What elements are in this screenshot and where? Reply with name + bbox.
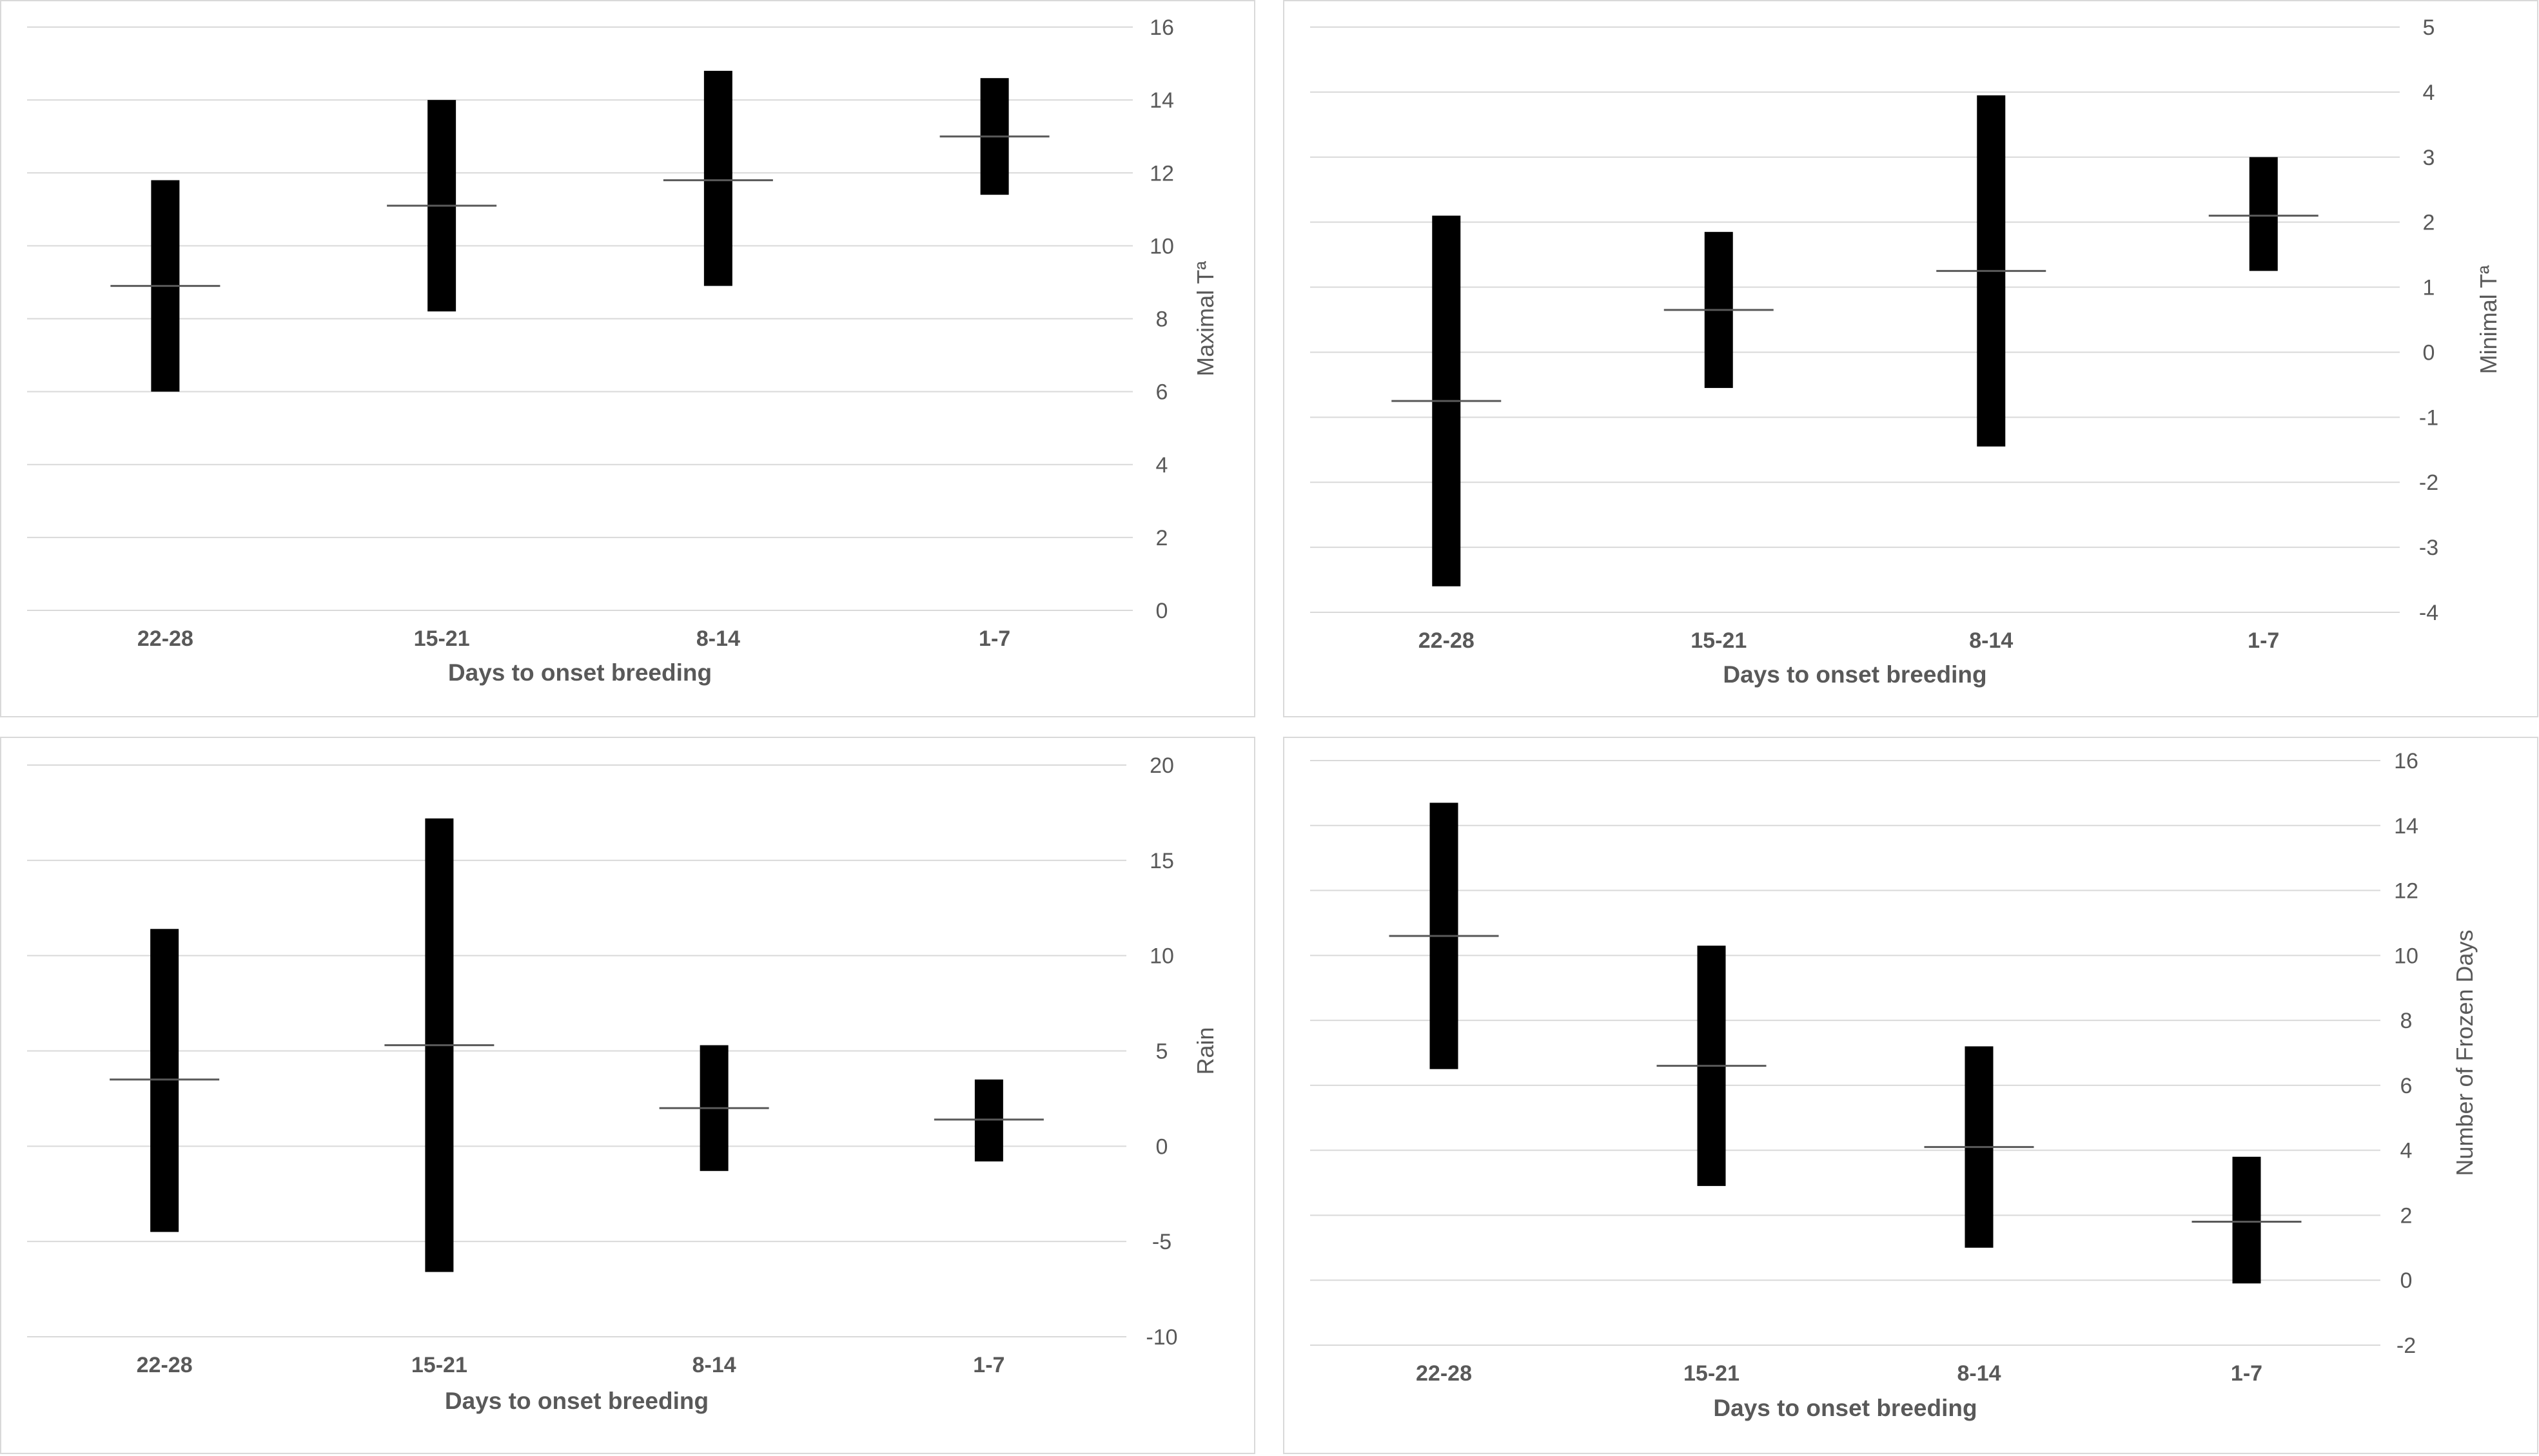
y-tick-label: 4 xyxy=(2400,1139,2413,1163)
x-category-label: 1-7 xyxy=(2248,628,2279,653)
y-tick-label: 2 xyxy=(1156,526,1168,550)
x-category-label: 8-14 xyxy=(1957,1361,2001,1386)
y-tick-label: -2 xyxy=(2397,1334,2416,1358)
y-tick-label: 14 xyxy=(1150,88,1174,113)
x-category-label: 22-28 xyxy=(137,1353,193,1377)
chart-svg: -2 0 2 4 6 8 10 12 14 16 22-28 15-21 8-14 1-7 Days to … xyxy=(1310,749,2478,1421)
x-category-label: 15-21 xyxy=(1691,628,1747,653)
y-tick-label: -4 xyxy=(2419,601,2438,625)
y-tick-label: -5 xyxy=(1152,1230,1171,1254)
y-tick-label: 0 xyxy=(2400,1268,2413,1293)
x-axis-title: Days to onset breeding xyxy=(1713,1395,1977,1421)
range-bar xyxy=(2232,1156,2261,1284)
x-category-label: 8-14 xyxy=(1969,628,2013,653)
y-tick-label: 5 xyxy=(1156,1040,1168,1064)
chart-panel-minimal-temperature: -4 -3 -2 -1 0 1 2 3 4 5 22-28 15-21 8-14 1-7 Days to o… xyxy=(1283,0,2538,717)
chart-svg: -10 -5 0 5 10 15 20 22-28 15-21 8-14 1-7 Days to on… xyxy=(27,753,1219,1414)
x-category-label: 15-21 xyxy=(1683,1361,1740,1386)
x-category-label: 1-7 xyxy=(2231,1361,2262,1386)
y-tick-label: 2 xyxy=(2400,1203,2413,1228)
y-tick-label: 16 xyxy=(2394,749,2418,773)
y-tick-label: 0 xyxy=(2423,340,2435,365)
chart-svg: -4 -3 -2 -1 0 1 2 3 4 5 22-28 15-21 8-14 1-7 Days to o… xyxy=(1310,15,2502,688)
y-tick-label: -2 xyxy=(2419,471,2438,495)
y-tick-label: 8 xyxy=(2400,1009,2413,1033)
y-axis-title: Number of Frozen Days xyxy=(2451,929,2478,1176)
y-tick-label: 10 xyxy=(2394,944,2418,968)
y-tick-label: 10 xyxy=(1150,234,1174,258)
y-tick-label: 6 xyxy=(2400,1074,2413,1098)
y-tick-label: 12 xyxy=(1150,161,1174,186)
chart-svg: 0 2 4 6 8 10 12 14 16 22-28 15-21 8-14 1-7 Days to on… xyxy=(27,15,1219,686)
y-tick-label: 0 xyxy=(1156,599,1168,623)
x-axis-title: Days to onset breeding xyxy=(448,659,712,686)
y-axis-title: Maximal Tª xyxy=(1192,260,1219,376)
y-tick-label: 20 xyxy=(1150,753,1174,778)
y-tick-label: -1 xyxy=(2419,405,2438,430)
chart-panel-maximal-temperature: 0 2 4 6 8 10 12 14 16 22-28 15-21 8-14 1-7 Days to on… xyxy=(0,0,1255,717)
x-category-label: 22-28 xyxy=(137,626,193,651)
y-tick-label: -3 xyxy=(2419,536,2438,560)
y-tick-label: 10 xyxy=(1150,944,1174,969)
x-axis-title: Days to onset breeding xyxy=(445,1388,709,1414)
x-category-label: 8-14 xyxy=(692,1353,736,1377)
y-tick-label: 0 xyxy=(1156,1134,1168,1159)
x-category-label: 8-14 xyxy=(696,626,740,651)
y-axis-title: Rain xyxy=(1192,1027,1219,1074)
x-category-label: 22-28 xyxy=(1416,1361,1472,1386)
x-category-label: 1-7 xyxy=(973,1353,1005,1377)
chart-panel-rain: -10 -5 0 5 10 15 20 22-28 15-21 8-14 1-7 Days to on… xyxy=(0,737,1255,1454)
y-tick-label: 2 xyxy=(2423,211,2435,235)
y-tick-label: 1 xyxy=(2423,276,2435,300)
y-tick-label: 4 xyxy=(2423,81,2435,105)
y-tick-label: 8 xyxy=(1156,307,1168,332)
x-category-label: 22-28 xyxy=(1418,628,1475,653)
range-bar xyxy=(703,70,732,286)
y-tick-label: 6 xyxy=(1156,380,1168,405)
y-axis-title: Minimal Tª xyxy=(2475,265,2502,374)
y-tick-label: -10 xyxy=(1146,1325,1177,1350)
y-tick-label: 14 xyxy=(2394,814,2418,839)
y-tick-label: 16 xyxy=(1150,15,1174,40)
x-category-label: 1-7 xyxy=(979,626,1010,651)
range-bar xyxy=(2249,157,2278,271)
x-category-label: 15-21 xyxy=(411,1353,467,1377)
y-tick-label: 12 xyxy=(2394,879,2418,904)
y-tick-label: 15 xyxy=(1150,849,1174,873)
x-category-label: 15-21 xyxy=(414,626,470,651)
chart-panel-frozen-days: -2 0 2 4 6 8 10 12 14 16 22-28 15-21 8-14 1-7 Days to … xyxy=(1283,737,2538,1454)
x-axis-title: Days to onset breeding xyxy=(1723,661,1986,688)
y-tick-label: 3 xyxy=(2423,146,2435,170)
y-tick-label: 4 xyxy=(1156,453,1168,478)
y-tick-label: 5 xyxy=(2423,15,2435,40)
